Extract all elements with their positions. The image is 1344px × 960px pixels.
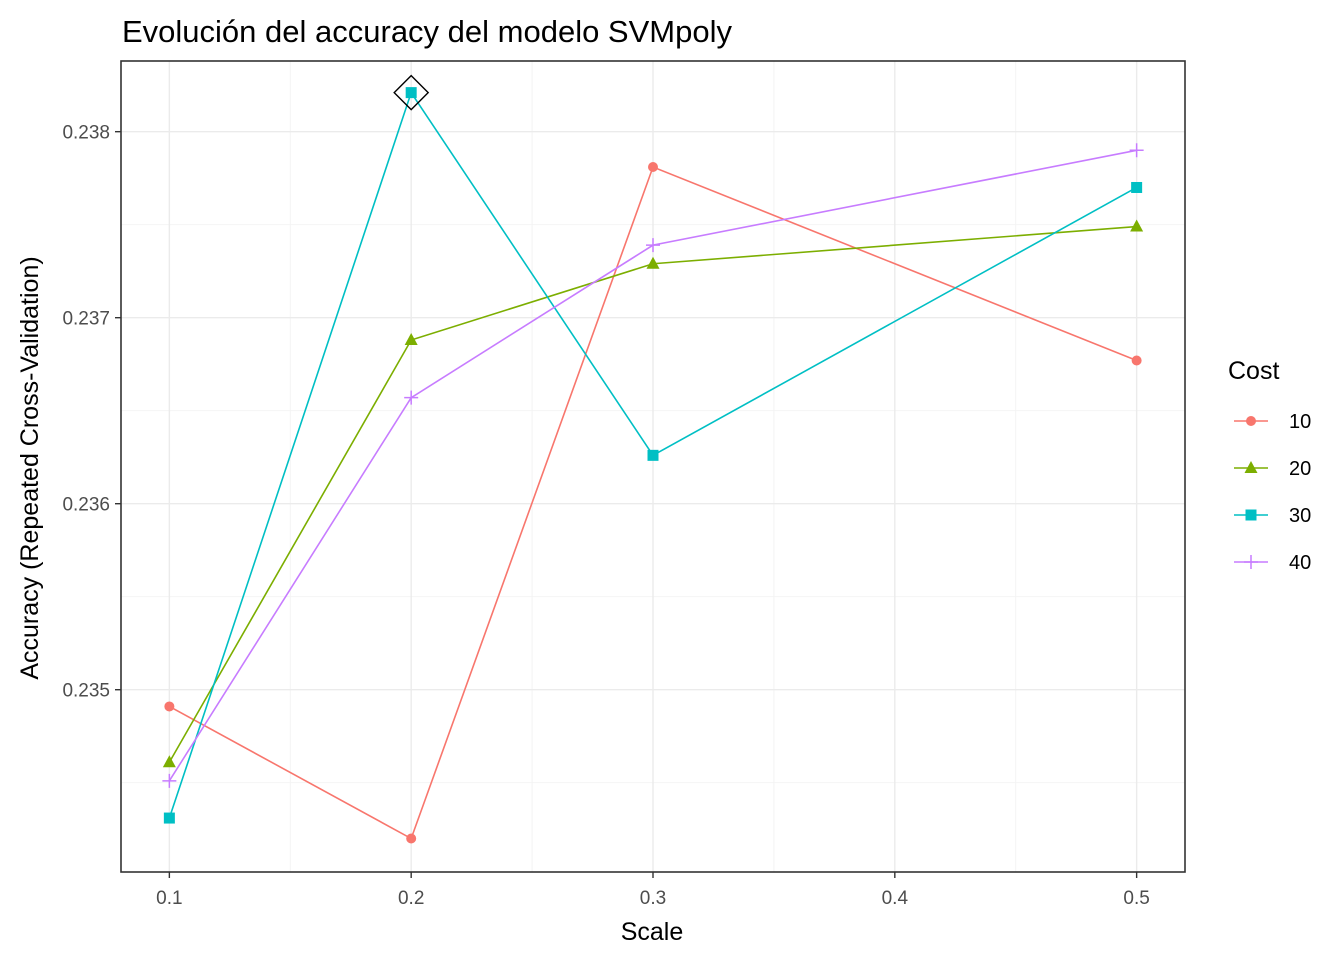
axes: 0.1 0.2 0.3 0.4 0.5 0.235 0.236 0.237 0.238 xyxy=(62,123,1149,909)
series-lines xyxy=(168,90,1138,840)
x-tick-label: 0.4 xyxy=(882,888,909,909)
y-tick-label: 0.238 xyxy=(62,123,110,144)
data-point-cost-10 xyxy=(1131,355,1142,366)
legend-key-marker xyxy=(1244,555,1258,569)
data-point-cost-40 xyxy=(404,390,419,405)
legend-label: 10 xyxy=(1289,411,1311,433)
data-point-cost-20 xyxy=(404,333,418,346)
data-point-cost-30 xyxy=(647,449,659,461)
legend-title: Cost xyxy=(1228,357,1279,385)
y-tick-label: 0.236 xyxy=(62,495,110,516)
legend-key-marker xyxy=(1245,509,1257,521)
chart-title: Evolución del accuracy del modelo SVMpol… xyxy=(122,14,732,49)
x-tick-label: 0.2 xyxy=(398,888,424,909)
x-tick-label: 0.3 xyxy=(640,888,666,909)
legend-key-marker xyxy=(1246,416,1256,426)
series-line-cost-20 xyxy=(168,225,1137,763)
legend-label: 20 xyxy=(1289,458,1311,480)
legend-key-marker xyxy=(1244,461,1258,473)
gridlines xyxy=(121,61,1185,872)
data-point-cost-30 xyxy=(405,87,417,99)
data-point-cost-20 xyxy=(646,256,660,269)
data-point-cost-10 xyxy=(648,162,658,173)
data-point-cost-10 xyxy=(406,833,417,844)
series-line-cost-40 xyxy=(168,149,1137,782)
data-point-cost-40 xyxy=(646,238,660,253)
y-tick-label: 0.237 xyxy=(62,309,110,330)
data-point-cost-30 xyxy=(1131,181,1143,193)
legend-item-10: 10 xyxy=(1234,411,1311,433)
series-line-cost-30 xyxy=(168,90,1138,819)
data-point-cost-30 xyxy=(163,812,175,824)
legend-item-30: 30 xyxy=(1234,505,1311,527)
legend: Cost 10 20 30 40 xyxy=(1228,357,1311,574)
legend-label: 30 xyxy=(1289,505,1311,527)
series-line-cost-10 xyxy=(168,165,1137,840)
legend-item-20: 20 xyxy=(1234,458,1311,480)
x-tick-label: 0.1 xyxy=(156,888,182,909)
x-tick-label: 0.5 xyxy=(1123,888,1149,909)
series-markers xyxy=(162,74,1144,844)
y-tick-label: 0.235 xyxy=(62,681,110,702)
data-point-cost-40 xyxy=(162,773,177,788)
x-axis-title: Scale xyxy=(621,918,684,946)
best-point-diamond xyxy=(393,74,430,111)
legend-item-40: 40 xyxy=(1234,552,1311,574)
data-point-cost-20 xyxy=(162,755,176,768)
data-point-cost-40 xyxy=(1129,143,1144,158)
data-point-cost-10 xyxy=(164,701,175,712)
legend-label: 40 xyxy=(1289,552,1311,574)
data-point-cost-20 xyxy=(1130,219,1144,232)
y-axis-title: Accuracy (Repeated Cross-Validation) xyxy=(16,256,44,679)
